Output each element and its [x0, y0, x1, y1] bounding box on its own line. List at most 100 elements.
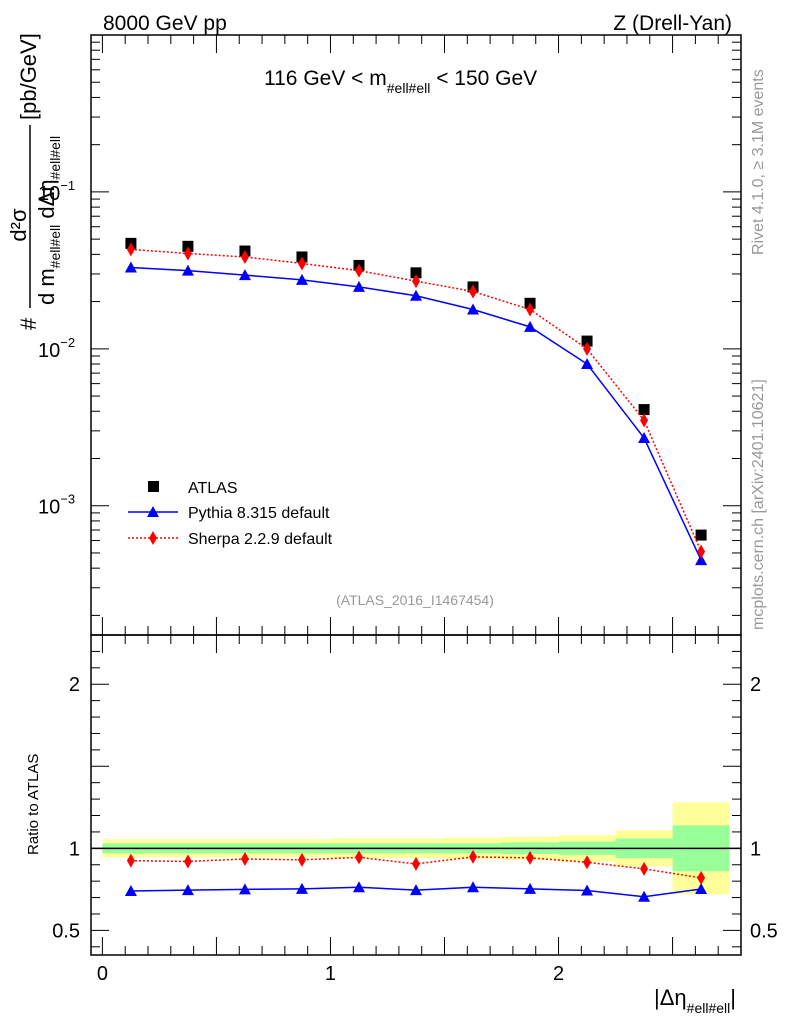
pythia-main-point-0 [124, 261, 137, 273]
ytick-exponent: −2 [60, 335, 75, 350]
legend-sherpa-label: Sherpa 2.2.9 default [188, 531, 333, 548]
data-main-point-8 [581, 335, 593, 347]
main-ylabel: # d²σ d m#ell#ell dΔη#ell#ell [pb/GeV] [6, 33, 63, 330]
data-main-point-10 [695, 529, 707, 541]
legend-pythia-marker [147, 506, 159, 517]
sherpa-main-point-1 [183, 246, 192, 261]
sherpa-ratio-point-5 [412, 856, 420, 871]
pythia-main-point-7 [524, 320, 537, 332]
main-axis-ticks: 10−110−210−3 [38, 34, 741, 616]
main-series [124, 237, 708, 566]
title-suffix: < 150 GeV [430, 67, 537, 90]
ylabel-den-mid: dΔη [34, 179, 59, 224]
legend: ATLAS Pythia 8.315 default Sherpa 2.2.9 … [128, 480, 333, 548]
mcplots-label: mcplots.cern.ch [arXiv:2401.10621] [750, 379, 767, 630]
xtick-label: 1 [325, 963, 336, 985]
ytick-base: 10 [38, 340, 60, 362]
sherpa-ratio-point-0 [126, 853, 135, 868]
sherpa-ratio-point-9 [640, 861, 649, 876]
pythia-ratio-point-1 [181, 884, 194, 896]
pythia-main-point-3 [295, 273, 308, 285]
sherpa-main-point-3 [297, 256, 306, 271]
legend-atlas-label: ATLAS [188, 480, 238, 497]
xtick-label: 0 [97, 963, 108, 985]
main-ytick-label: 10−1 [38, 178, 75, 205]
x-axis-label: |Δη#ell#ell| [654, 985, 736, 1016]
sherpa-ratio-point-8 [583, 855, 592, 870]
pythia-ratio-point-7 [524, 882, 537, 894]
pythia-ratio-point-8 [581, 884, 594, 896]
ylabel-den-sub1: #ell#ell [47, 225, 63, 269]
pythia-main-point-9 [638, 432, 651, 444]
pythia-ratio-point-6 [467, 881, 480, 893]
sherpa-main-point-9 [640, 413, 649, 428]
data-main-point-5 [410, 267, 422, 279]
ylabel-denominator: d m#ell#ell dΔη#ell#ell [34, 136, 63, 305]
ylabel-unit: [pb/GeV] [16, 33, 41, 120]
data-main-point-9 [638, 404, 650, 416]
sherpa-ratio-point-4 [354, 850, 363, 865]
ylabel-hash: # [16, 317, 41, 330]
legend-pythia-label: Pythia 8.315 default [188, 505, 330, 522]
xlabel-subscript: #ell#ell [687, 1000, 731, 1016]
ratio-ytick-label-right: 1 [750, 838, 761, 860]
sherpa-main-point-10 [697, 544, 706, 559]
main-ytick-label: 10−2 [38, 335, 75, 362]
pythia-main-point-6 [467, 303, 480, 315]
header-right-label: Z (Drell-Yan) [613, 12, 732, 35]
ratio-bands [91, 802, 741, 895]
ratio-ylabel: Ratio to ATLAS [25, 754, 42, 855]
ytick-base: 10 [38, 183, 60, 205]
pythia-main-point-1 [181, 264, 194, 276]
ytick-exponent: −3 [60, 492, 75, 507]
data-main-point-1 [182, 240, 194, 252]
pythia-main-point-10 [695, 554, 708, 566]
ytick-exponent: −1 [60, 178, 75, 193]
ratio-ytick-label-right: 2 [750, 674, 761, 696]
ratio-ytick-label-right: 0.5 [750, 920, 778, 942]
pythia-ratio-point-4 [352, 881, 365, 893]
sherpa-ratio-point-6 [469, 849, 478, 864]
pythia-main-point-8 [581, 358, 594, 370]
main-title: 116 GeV < m#ell#ell < 150 GeV [264, 67, 537, 96]
ratio-ytick-label-left: 2 [69, 674, 80, 696]
sherpa-main-point-7 [526, 302, 535, 317]
pythia-ratio-point-5 [410, 884, 422, 896]
pythia-ratio-point-3 [295, 882, 308, 894]
pythia-ratio-point-0 [124, 885, 137, 896]
xtick-label: 2 [553, 963, 564, 985]
ylabel-den-sub2: #ell#ell [47, 136, 63, 180]
x-axis-ticks: 0 1 2 [97, 35, 719, 985]
sherpa-main-point-6 [469, 284, 478, 299]
rivet-version-label: Rivet 4.1.0, ≥ 3.1M events [750, 69, 767, 255]
sherpa-main-point-8 [583, 341, 592, 356]
pythia-main-point-4 [352, 280, 365, 292]
legend-atlas-marker [148, 481, 159, 492]
pythia-main-point-2 [238, 269, 251, 281]
sherpa-ratio-point-1 [183, 854, 192, 869]
sherpa-ratio-point-7 [526, 850, 535, 865]
pythia-main-point-5 [410, 289, 422, 301]
xlabel-suffix: | [730, 985, 736, 1010]
ratio-ytick-label-left: 1 [69, 838, 80, 860]
sherpa-main-point-2 [240, 249, 249, 264]
sherpa-main-point-0 [126, 242, 135, 257]
ylabel-den-prefix: d m [34, 268, 59, 305]
pythia-ratio-point-9 [638, 890, 651, 902]
ratio-ytick-label-left: 0.5 [52, 920, 80, 942]
analysis-id: (ATLAS_2016_I1467454) [336, 592, 494, 608]
sherpa-main-line [130, 248, 702, 552]
sherpa-main-point-4 [354, 263, 363, 278]
sherpa-ratio-point-10 [697, 870, 706, 885]
ratio-series [124, 849, 708, 902]
sherpa-main-point-5 [412, 274, 420, 289]
ytick-base: 10 [38, 497, 60, 519]
xlabel-prefix: |Δη [654, 985, 687, 1010]
header-left-label: 8000 GeV pp [103, 12, 227, 35]
pythia-ratio-point-2 [238, 883, 251, 895]
ylabel-numerator: d²σ [6, 208, 31, 242]
ratio-axis-ticks: 0.5 0.5 1 1 2 2 [52, 650, 778, 948]
sherpa-ratio-point-3 [297, 852, 306, 867]
legend-sherpa-marker [149, 531, 157, 545]
